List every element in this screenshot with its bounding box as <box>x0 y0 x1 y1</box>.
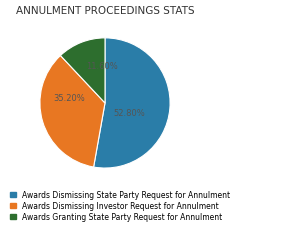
Text: 52.80%: 52.80% <box>114 109 146 118</box>
Wedge shape <box>60 39 105 104</box>
Title: ANNULMENT PROCEEDINGS STATS: ANNULMENT PROCEEDINGS STATS <box>16 6 194 16</box>
Wedge shape <box>94 39 170 168</box>
Text: 11.60%: 11.60% <box>86 61 118 70</box>
Wedge shape <box>40 56 105 167</box>
Text: 35.20%: 35.20% <box>53 94 85 103</box>
Legend: Awards Dismissing State Party Request for Annulment, Awards Dismissing Investor : Awards Dismissing State Party Request fo… <box>10 191 230 221</box>
